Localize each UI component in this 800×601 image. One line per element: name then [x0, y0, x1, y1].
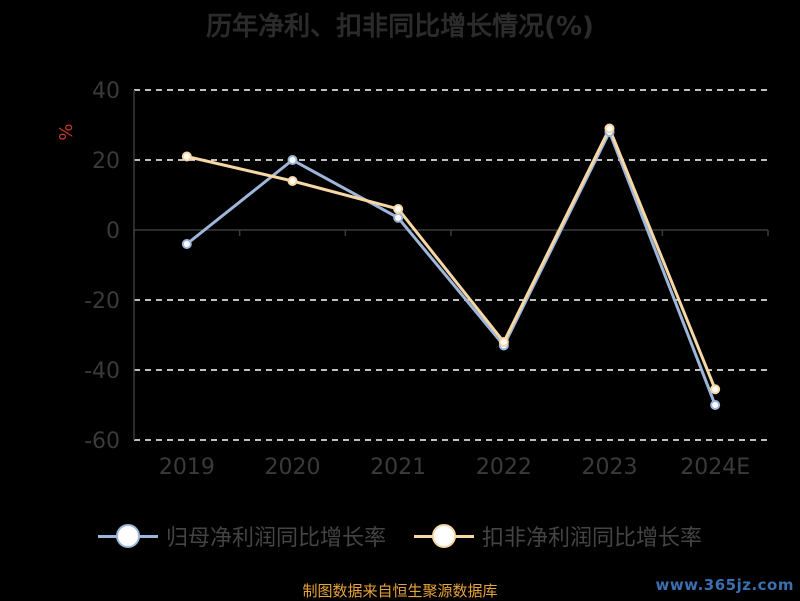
data-point — [287, 155, 298, 165]
y-tick-label: -20 — [84, 289, 120, 314]
data-point — [393, 212, 404, 223]
y-tick-label: 20 — [92, 149, 120, 174]
x-tick-label: 2022 — [476, 455, 532, 480]
x-tick-label: 2020 — [265, 455, 321, 480]
data-point — [498, 337, 509, 347]
series-line-1 — [185, 128, 717, 406]
legend-marker-series1 — [97, 521, 158, 551]
data-point — [181, 239, 192, 249]
legend-label-series1: 归母净利润同比增长率 — [165, 526, 386, 551]
source-note: 制图数据来自恒生聚源数据库 — [302, 582, 498, 600]
series-line-2 — [186, 124, 717, 390]
data-point — [710, 384, 721, 395]
x-tick-label: 2023 — [582, 455, 638, 480]
y-tick-label: -40 — [84, 359, 120, 384]
data-point — [181, 151, 192, 162]
x-tick-label: 2019 — [159, 455, 215, 480]
legend-item-series1[interactable]: 归母净利润同比增长率 — [97, 520, 386, 552]
y-tick-label: 40 — [92, 79, 120, 104]
legend: 归母净利润同比增长率 扣非净利润同比增长率 — [0, 520, 800, 552]
legend-item-series2[interactable]: 扣非净利润同比增长率 — [414, 520, 702, 552]
y-axis-label: % — [56, 123, 77, 140]
x-tick-label: 2021 — [370, 455, 426, 480]
data-point — [393, 204, 404, 214]
watermark: www.365jz.com — [655, 576, 794, 594]
legend-label-series2: 扣非净利润同比增长率 — [482, 526, 703, 551]
data-point — [287, 176, 298, 186]
data-point — [604, 123, 615, 134]
data-point — [710, 400, 721, 410]
chart-title: 历年净利、扣非同比增长情况(%) — [206, 12, 594, 42]
y-tick-label: -60 — [84, 429, 120, 454]
y-tick-label: 0 — [106, 219, 120, 244]
x-tick-label: 2024E — [680, 455, 750, 480]
legend-marker-series2 — [414, 521, 474, 551]
